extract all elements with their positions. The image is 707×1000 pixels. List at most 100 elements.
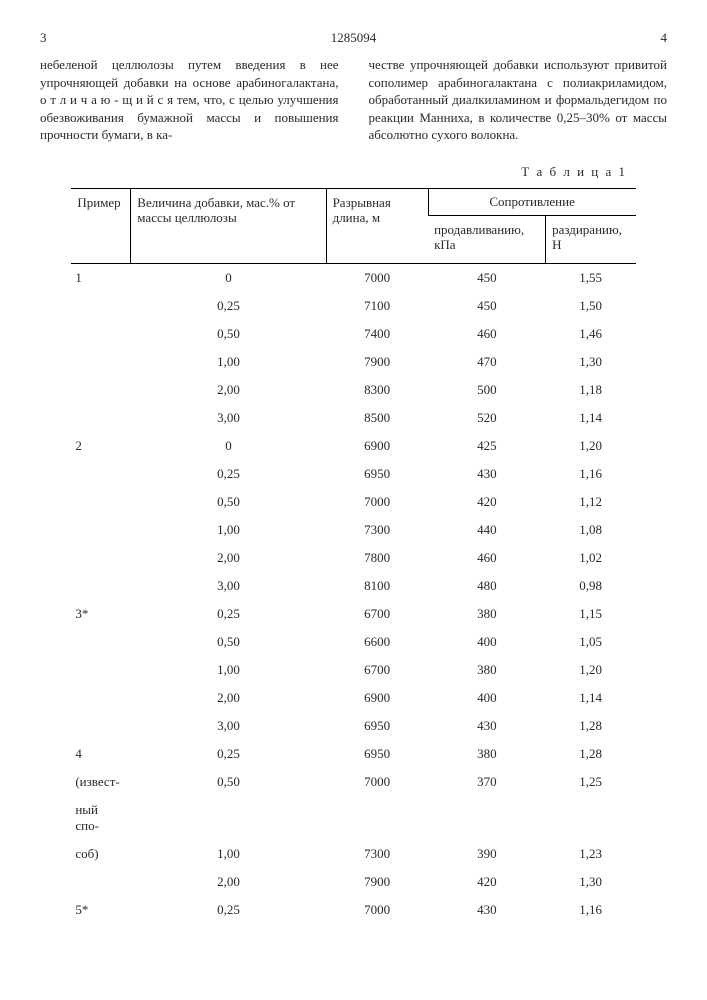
col-burst: продавливанию, кПа bbox=[428, 215, 545, 263]
table-cell: 2,00 bbox=[131, 544, 326, 572]
table-cell: 7400 bbox=[326, 320, 428, 348]
table-cell: 380 bbox=[428, 656, 545, 684]
table-cell: 1,55 bbox=[546, 263, 636, 292]
table-cell: 0 bbox=[131, 432, 326, 460]
table-cell bbox=[71, 348, 130, 376]
table-row: 2,0078004601,02 bbox=[71, 544, 635, 572]
table-cell: 420 bbox=[428, 488, 545, 516]
table-body: 1070004501,550,2571004501,500,5074004601… bbox=[71, 263, 635, 924]
table-cell bbox=[428, 796, 545, 840]
table-cell bbox=[71, 628, 130, 656]
table-cell: 3* bbox=[71, 600, 130, 628]
table-cell bbox=[71, 488, 130, 516]
table-row: 3,0069504301,28 bbox=[71, 712, 635, 740]
col-tear: раздиранию, Н bbox=[546, 215, 636, 263]
table-row: 2,0083005001,18 bbox=[71, 376, 635, 404]
table-row: 3*0,2567003801,15 bbox=[71, 600, 635, 628]
table-row: 0,5066004001,05 bbox=[71, 628, 635, 656]
table-cell: 1,18 bbox=[546, 376, 636, 404]
table-cell: 6900 bbox=[326, 684, 428, 712]
table-cell: 7900 bbox=[326, 348, 428, 376]
table-row: 2069004251,20 bbox=[71, 432, 635, 460]
table-cell: 1,28 bbox=[546, 712, 636, 740]
page-num-left: 3 bbox=[40, 30, 47, 46]
page-header: 3 1285094 4 bbox=[40, 30, 667, 46]
table-cell: 460 bbox=[428, 544, 545, 572]
table-cell: 0,50 bbox=[131, 628, 326, 656]
table-cell: 0,25 bbox=[131, 292, 326, 320]
table-row: 1,0073004401,08 bbox=[71, 516, 635, 544]
table-cell: 430 bbox=[428, 712, 545, 740]
table-cell bbox=[71, 544, 130, 572]
table-cell: 370 bbox=[428, 768, 545, 796]
table-cell: 520 bbox=[428, 404, 545, 432]
table-cell: 6950 bbox=[326, 712, 428, 740]
table-cell: 430 bbox=[428, 460, 545, 488]
table-cell bbox=[71, 292, 130, 320]
table-cell: 1,46 bbox=[546, 320, 636, 348]
col-length: Разрывная длина, м bbox=[326, 188, 428, 263]
doc-number: 1285094 bbox=[331, 30, 377, 46]
table-cell: 1,02 bbox=[546, 544, 636, 572]
table-row: 5*0,2570004301,16 bbox=[71, 896, 635, 924]
table-cell: 1,00 bbox=[131, 348, 326, 376]
table-row: 3,0081004800,98 bbox=[71, 572, 635, 600]
table-row: 0,2569504301,16 bbox=[71, 460, 635, 488]
table-cell: 0,25 bbox=[131, 896, 326, 924]
table-cell: 1,05 bbox=[546, 628, 636, 656]
table-cell: 2,00 bbox=[131, 684, 326, 712]
table-cell bbox=[71, 516, 130, 544]
table-cell: 0,25 bbox=[131, 600, 326, 628]
table-cell: 380 bbox=[428, 740, 545, 768]
table-row: 3,0085005201,14 bbox=[71, 404, 635, 432]
table-cell: 400 bbox=[428, 684, 545, 712]
table-cell: 2,00 bbox=[131, 868, 326, 896]
table-cell: 1,08 bbox=[546, 516, 636, 544]
table-cell: 6600 bbox=[326, 628, 428, 656]
table-cell: 6950 bbox=[326, 740, 428, 768]
col-primer: Пример bbox=[71, 188, 130, 263]
table-cell: 420 bbox=[428, 868, 545, 896]
table-cell: 460 bbox=[428, 320, 545, 348]
table-cell: 8100 bbox=[326, 572, 428, 600]
table-row: 40,2569503801,28 bbox=[71, 740, 635, 768]
data-table: Пример Величина добавки, мас.% от массы … bbox=[71, 188, 635, 924]
table-row: 2,0079004201,30 bbox=[71, 868, 635, 896]
table-cell: 1,30 bbox=[546, 348, 636, 376]
table-cell bbox=[131, 796, 326, 840]
table-row: 0,2571004501,50 bbox=[71, 292, 635, 320]
table-cell: 6950 bbox=[326, 460, 428, 488]
table-cell: 7000 bbox=[326, 263, 428, 292]
table-row: 1070004501,55 bbox=[71, 263, 635, 292]
table-cell: 0,50 bbox=[131, 768, 326, 796]
table-cell: 480 bbox=[428, 572, 545, 600]
table-row: 2,0069004001,14 bbox=[71, 684, 635, 712]
table-cell: 3,00 bbox=[131, 712, 326, 740]
table-cell: 1,30 bbox=[546, 868, 636, 896]
table-caption: Т а б л и ц а 1 bbox=[40, 164, 627, 180]
table-row: 0,5074004601,46 bbox=[71, 320, 635, 348]
table-cell bbox=[71, 460, 130, 488]
table-cell: 0,50 bbox=[131, 320, 326, 348]
table-cell bbox=[71, 868, 130, 896]
table-cell bbox=[71, 320, 130, 348]
table-cell: 6900 bbox=[326, 432, 428, 460]
body-text: небеленой целлюлозы путем введения в нее… bbox=[40, 56, 667, 144]
table-cell: 0,25 bbox=[131, 740, 326, 768]
table-cell: 1,00 bbox=[131, 840, 326, 868]
table-cell: 7000 bbox=[326, 896, 428, 924]
table-cell: 450 bbox=[428, 292, 545, 320]
table-cell: 7300 bbox=[326, 840, 428, 868]
table-cell bbox=[71, 376, 130, 404]
table-cell: 0,25 bbox=[131, 460, 326, 488]
table-cell: 1,20 bbox=[546, 432, 636, 460]
table-row: соб)1,0073003901,23 bbox=[71, 840, 635, 868]
table-cell: 0,50 bbox=[131, 488, 326, 516]
table-cell: 0,98 bbox=[546, 572, 636, 600]
table-cell bbox=[71, 404, 130, 432]
left-column: небеленой целлюлозы путем введения в нее… bbox=[40, 56, 339, 144]
table-cell: 425 bbox=[428, 432, 545, 460]
table-cell: 2,00 bbox=[131, 376, 326, 404]
table-cell: 8300 bbox=[326, 376, 428, 404]
table-cell bbox=[71, 712, 130, 740]
